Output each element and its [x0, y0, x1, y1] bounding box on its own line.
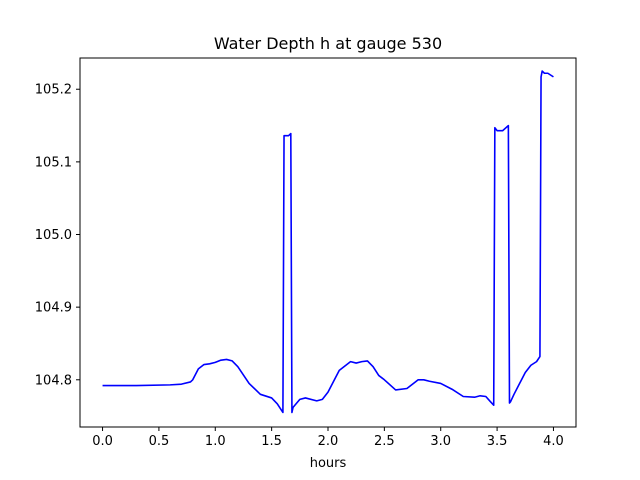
- x-axis-label: hours: [310, 456, 347, 471]
- series-line: [102, 70, 554, 414]
- x-tick-label: 2.5: [374, 434, 395, 449]
- x-tick-label: 3.0: [430, 434, 451, 449]
- x-tick-label: 0.0: [92, 434, 113, 449]
- plot-frame: [79, 57, 577, 428]
- x-axis-ticks: 0.0 0.5 1.0 1.5 2.0 2.5 3.0 3.5 4.0: [92, 427, 564, 449]
- x-tick-label: 3.5: [487, 434, 508, 449]
- x-tick-label: 4.0: [543, 434, 564, 449]
- chart-title: Water Depth h at gauge 530: [214, 34, 442, 53]
- y-axis-ticks: 104.8 104.9 105.0 105.1 105.2: [35, 83, 80, 388]
- y-tick-label: 105.0: [35, 228, 72, 243]
- x-tick-label: 1.0: [205, 434, 226, 449]
- y-tick-label: 104.8: [35, 373, 72, 388]
- x-tick-label: 1.5: [261, 434, 282, 449]
- x-tick-label: 2.0: [318, 434, 339, 449]
- y-tick-label: 105.2: [35, 83, 72, 98]
- y-tick-label: 104.9: [35, 301, 72, 316]
- y-tick-label: 105.1: [35, 155, 72, 170]
- x-tick-label: 0.5: [149, 434, 170, 449]
